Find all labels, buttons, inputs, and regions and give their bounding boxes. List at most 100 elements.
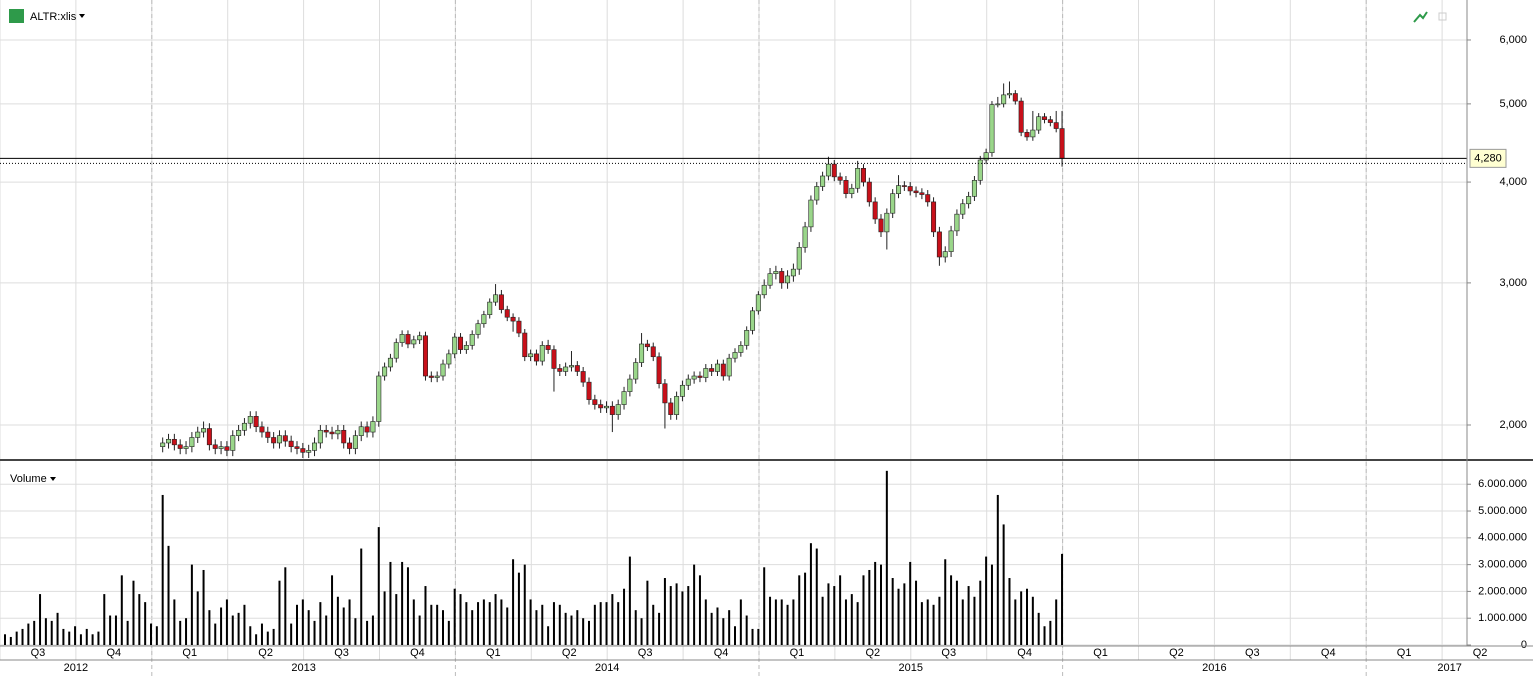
volume-bar [465, 602, 468, 645]
volume-bar [173, 599, 176, 645]
quarter-label: Q4 [410, 647, 425, 659]
candle-body [399, 334, 405, 343]
volume-bar [658, 612, 661, 645]
quarter-label: Q3 [941, 647, 956, 659]
candle-body [568, 365, 574, 368]
candle-body [936, 231, 942, 258]
volume-bar [698, 575, 701, 645]
volume-bar [4, 634, 6, 645]
volume-bar [745, 615, 748, 645]
candle-body [942, 251, 948, 258]
volume-bar [617, 602, 620, 645]
volume-bar [880, 564, 882, 645]
volume-bar [377, 527, 380, 645]
candle-body [171, 438, 177, 446]
volume-bar [202, 569, 205, 645]
candle-body [960, 203, 966, 215]
volume-bar [39, 594, 42, 645]
candle-body [767, 273, 773, 286]
candle-body [247, 416, 253, 424]
volume-bar [757, 628, 760, 645]
quarter-label: Q2 [1473, 647, 1488, 659]
volume-bar [634, 610, 637, 645]
volume-bar [716, 607, 719, 645]
dropdown-arrow[interactable] [79, 14, 85, 18]
candle-body [656, 356, 662, 385]
candle-body [487, 301, 493, 315]
candle-body [341, 429, 347, 444]
candle-body [347, 442, 353, 449]
candle-body [271, 437, 277, 444]
candle-body [884, 212, 890, 233]
volume-bar [331, 575, 334, 645]
volume-bar [179, 620, 182, 645]
volume-bar [780, 599, 783, 645]
volume-label[interactable]: Volume [10, 473, 47, 485]
volume-bar [21, 628, 24, 645]
volume-bar [459, 594, 462, 645]
candle-body [627, 378, 633, 392]
year-label: 2015 [899, 662, 923, 674]
volume-bar [944, 559, 947, 645]
candle-body [1042, 116, 1048, 120]
candle-body [533, 353, 539, 362]
y-tick-label: 5,000 [1499, 98, 1527, 110]
candle-body [901, 185, 907, 187]
candle-body [580, 371, 586, 383]
candle-body [358, 426, 364, 436]
volume-bar [185, 618, 188, 645]
candle-body [364, 426, 370, 433]
quarter-label: Q1 [1093, 647, 1108, 659]
volume-bar [1049, 620, 1052, 645]
volume-bar [196, 591, 199, 645]
volume-bar [868, 569, 871, 645]
candle-body [288, 440, 294, 447]
volume-bar [1026, 588, 1028, 645]
quarter-label: Q2 [1169, 647, 1184, 659]
volume-bar [27, 623, 30, 645]
candle-body [557, 368, 563, 372]
chart-icon[interactable] [1413, 11, 1428, 23]
volume-bar [722, 618, 725, 645]
volume-bar [488, 602, 491, 645]
volume-bar [401, 561, 404, 645]
candle-body [183, 446, 189, 449]
volume-bar [190, 564, 193, 645]
volume-bar [436, 604, 439, 645]
volume-bar [336, 596, 339, 645]
y-tick-label: 5.000.000 [1478, 505, 1527, 517]
symbol-label[interactable]: ALTR:xlis [30, 11, 77, 23]
candle-body [925, 194, 931, 203]
candle-body [475, 323, 481, 335]
candle-body [779, 271, 785, 284]
candle-body [545, 345, 551, 350]
volume-bar [430, 604, 433, 645]
window-icon[interactable] [1438, 12, 1447, 21]
volume-bar [506, 607, 509, 645]
candle-body [604, 405, 610, 409]
volume-bar [296, 604, 298, 645]
volume-bar [792, 599, 795, 645]
symbol-icon[interactable] [9, 9, 24, 23]
volume-bar [360, 548, 363, 645]
candle-body [843, 180, 849, 194]
candle-body [224, 446, 230, 451]
candle-body [703, 368, 709, 378]
volume-bar [1055, 599, 1058, 645]
volume-bar [97, 631, 100, 645]
candle-body [1012, 93, 1018, 102]
volume-bar [33, 620, 36, 645]
volume-bar [395, 594, 398, 645]
candle-body [890, 193, 896, 214]
dropdown-arrow[interactable] [50, 477, 56, 481]
volume-bar [155, 626, 158, 645]
candle-body [814, 186, 820, 201]
volume-bar [442, 610, 444, 645]
candle-body [913, 190, 919, 194]
volume-bar [979, 580, 982, 645]
volume-bar [15, 631, 18, 645]
candle-body [452, 336, 458, 355]
volume-bar [471, 610, 474, 645]
y-tick-label: 6,000 [1499, 34, 1527, 46]
y-tick-label: 6.000.000 [1478, 478, 1527, 490]
